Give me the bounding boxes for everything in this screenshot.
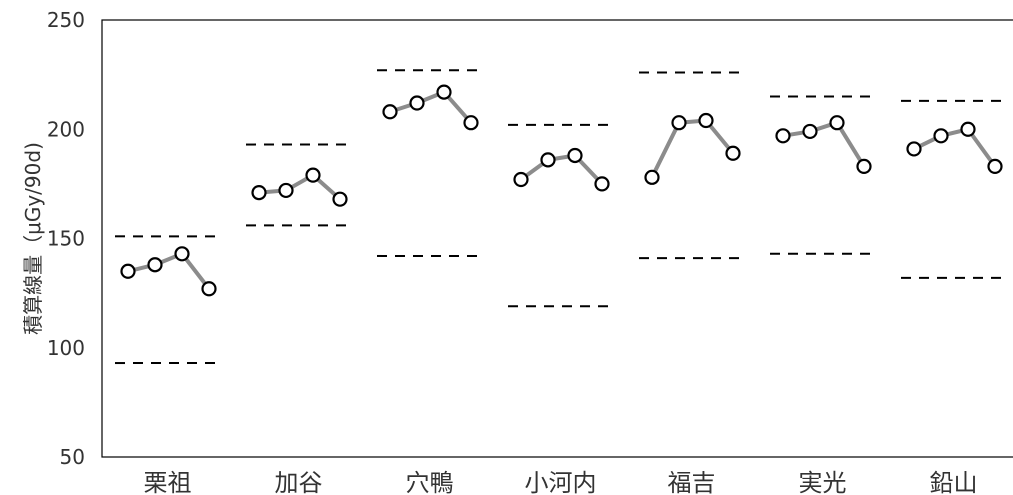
- x-category-label: 加谷: [275, 469, 323, 495]
- series-line: [782, 120, 866, 168]
- data-point: [382, 104, 398, 120]
- x-category-label: 鉛山: [930, 469, 978, 495]
- y-tick-label: 250: [47, 8, 85, 32]
- data-point: [513, 171, 529, 188]
- data-point: [671, 115, 687, 131]
- data-point: [829, 115, 845, 131]
- data-point: [960, 121, 976, 137]
- data-point: [147, 257, 163, 273]
- data-point: [987, 158, 1003, 174]
- y-tick-label: 150: [47, 227, 85, 251]
- plot-frame: [101, 19, 1013, 458]
- data-point: [906, 141, 922, 157]
- plot-marks: [115, 69, 1009, 365]
- data-point: [644, 169, 660, 185]
- data-point: [278, 182, 294, 199]
- y-tick-label: 100: [47, 336, 85, 360]
- data-point: [775, 128, 791, 144]
- y-tick-label: 50: [60, 445, 85, 469]
- data-point: [856, 158, 872, 174]
- series-line: [127, 251, 211, 290]
- data-point: [802, 123, 818, 140]
- x-category-label: 穴鴨: [406, 469, 454, 495]
- data-point: [540, 152, 556, 168]
- series-line: [389, 90, 473, 125]
- data-point: [463, 115, 479, 131]
- data-point: [698, 112, 714, 129]
- series-line: [650, 118, 735, 179]
- data-point: [567, 147, 583, 164]
- data-point: [933, 128, 949, 144]
- series-line: [913, 127, 997, 168]
- y-tick-label: 200: [47, 117, 85, 141]
- data-point: [594, 176, 610, 192]
- data-point: [120, 263, 136, 279]
- data-point: [251, 185, 267, 201]
- data-point: [305, 167, 321, 183]
- data-point: [201, 281, 217, 297]
- data-point: [436, 84, 452, 100]
- series-line: [258, 173, 342, 201]
- y-axis-label: 積算線量（μGy/90d): [21, 142, 45, 335]
- x-category-label: 栗祖: [144, 469, 192, 495]
- data-point: [409, 95, 425, 111]
- axes: [101, 19, 1013, 458]
- data-point: [332, 191, 348, 207]
- labels: 50 100 150 200 250 積算線量（μGy/90d) 栗祖 加谷 穴鴨 小河内 福吉 実光…: [21, 8, 978, 495]
- x-category-label: 小河内: [525, 469, 597, 495]
- series-line: [519, 153, 604, 186]
- x-category-label: 実光: [799, 469, 847, 495]
- data-point: [174, 246, 190, 262]
- data-point: [725, 145, 741, 161]
- x-category-label: 福吉: [668, 469, 716, 495]
